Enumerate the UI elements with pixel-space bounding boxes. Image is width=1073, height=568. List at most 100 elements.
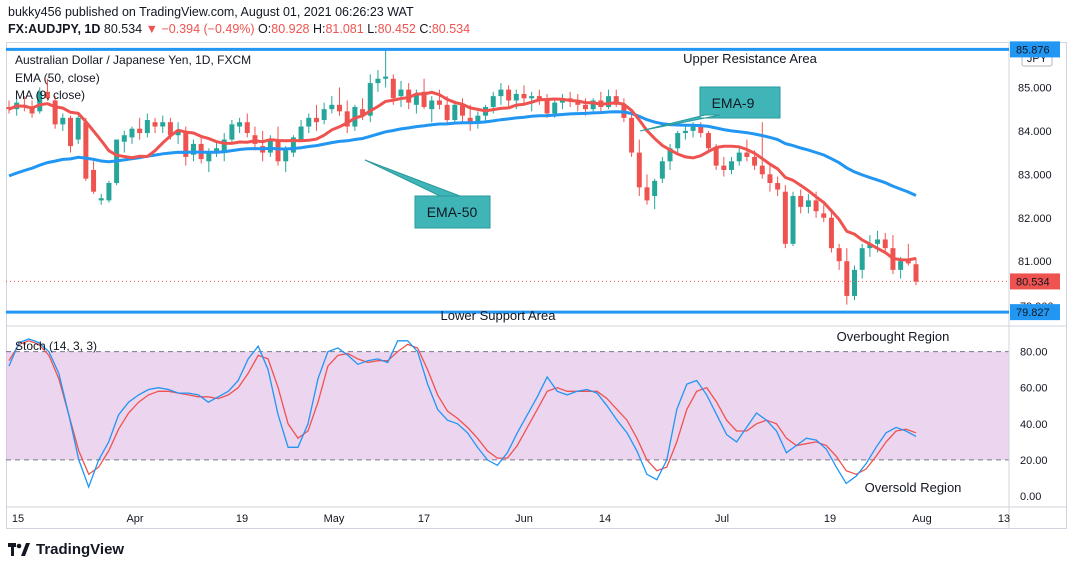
price-tick-label: 83.000 (1018, 169, 1052, 181)
candle-body (821, 213, 827, 218)
candle-body (144, 120, 150, 134)
candle-body (905, 261, 911, 264)
candle-body (367, 83, 373, 116)
time-tick-label: May (324, 513, 345, 525)
support-annotation: Lower Support Area (441, 308, 557, 323)
candle-body (636, 152, 642, 188)
time-tick-label: Aug (912, 513, 932, 525)
candle-body (490, 96, 496, 107)
resistance-annotation: Upper Resistance Area (683, 51, 817, 66)
candle-body (244, 122, 250, 134)
high-value: 81.081 (325, 22, 364, 36)
time-tick-label: Apr (126, 513, 143, 525)
candle-body (736, 152, 742, 162)
candles-group (6, 50, 919, 305)
support-price-label: 79.827 (1016, 307, 1050, 319)
price-tick-label: 85.000 (1018, 82, 1052, 94)
footer-brand-label: TradingView (36, 541, 125, 558)
candle-body (275, 139, 281, 162)
candle-body (298, 126, 304, 140)
candle-body (313, 117, 319, 123)
ema50-line (8, 110, 917, 197)
candle-body (713, 148, 719, 166)
footer-brand[interactable]: TradingView (8, 541, 124, 558)
candle-body (759, 165, 765, 175)
stoch-tick-label: 60.00 (1020, 383, 1048, 395)
candle-body (60, 117, 66, 125)
candle-body (782, 191, 788, 244)
candle-body (744, 152, 750, 157)
price-change: ▼ −0.394 (−0.49%) (145, 22, 255, 36)
candle-body (798, 196, 804, 207)
legend-ma9[interactable]: MA (9, close) (15, 88, 85, 102)
stoch-band (6, 351, 1009, 460)
time-tick-label: 17 (418, 513, 430, 525)
stoch-tick-label: 20.00 (1020, 455, 1048, 467)
candle-body (590, 100, 596, 110)
candle-body (898, 261, 904, 270)
candle-body (383, 76, 389, 79)
candle-body (375, 78, 381, 84)
ema50-callout: EMA-50 (364, 159, 491, 229)
high-label: H: (312, 22, 326, 36)
stoch-tick-label: 80.00 (1020, 347, 1048, 359)
open-value: 80.928 (271, 22, 310, 36)
candle-body (644, 187, 650, 201)
tradingview-logo-icon (8, 543, 30, 556)
candle-body (283, 150, 289, 162)
candle-body (436, 100, 442, 105)
candle-body (752, 156, 758, 166)
candle-body (652, 180, 658, 197)
resistance-price-label: 85.876 (1016, 44, 1050, 56)
candle-body (44, 91, 50, 99)
close-value: 80.534 (431, 22, 471, 36)
price-tick-label: 81.000 (1018, 256, 1052, 268)
low-label: L: (367, 22, 378, 36)
candle-body (582, 104, 588, 110)
ema9-callout: EMA-9 (639, 86, 781, 132)
candle-body (813, 200, 819, 212)
candle-body (413, 93, 419, 105)
candle-body (659, 161, 665, 179)
chart-title: Australian Dollar / Japanese Yen, 1D, FX… (15, 53, 251, 67)
candle-body (29, 106, 35, 114)
symbol-label[interactable]: FX:AUDJPY, 1D (8, 22, 101, 36)
candle-body (859, 248, 865, 270)
stoch-tick-label: 40.00 (1020, 419, 1048, 431)
candle-body (360, 109, 366, 116)
stoch-axis-ticks: 80.00 60.00 40.00 20.00 0.00 (1020, 347, 1048, 503)
candle-body (98, 198, 104, 201)
legend-ema50[interactable]: EMA (50, close) (15, 71, 100, 85)
candle-body (214, 148, 220, 153)
candle-body (844, 261, 850, 296)
low-value: 80.452 (377, 22, 416, 36)
candle-body (705, 133, 711, 149)
candle-body (167, 122, 173, 136)
price-axis-ticks: 85.000 84.000 83.000 82.000 81.000 (1018, 82, 1052, 268)
candle-body (452, 104, 458, 121)
candle-body (790, 196, 796, 244)
candle-body (882, 239, 888, 249)
candle-body (290, 137, 296, 153)
last-price: 80.534 (103, 22, 143, 36)
candle-body (767, 174, 773, 183)
candle-body (398, 89, 404, 97)
candle-body (852, 269, 858, 296)
candle-body (575, 100, 581, 105)
candle-body (629, 117, 635, 153)
candle-body (221, 139, 227, 153)
time-tick-label: 14 (599, 513, 611, 525)
stoch-title[interactable]: Stoch (14, 3, 3) (15, 339, 97, 353)
candle-body (828, 217, 834, 249)
candle-body (721, 165, 727, 170)
candle-body (229, 124, 235, 140)
price-tick-label: 84.000 (1018, 126, 1052, 138)
candle-body (606, 96, 612, 107)
candle-body (506, 89, 512, 101)
candle-body (529, 96, 535, 99)
candle-body (206, 152, 212, 162)
candle-body (37, 91, 43, 112)
time-tick-label: 15 (12, 513, 24, 525)
candle-body (190, 143, 196, 155)
